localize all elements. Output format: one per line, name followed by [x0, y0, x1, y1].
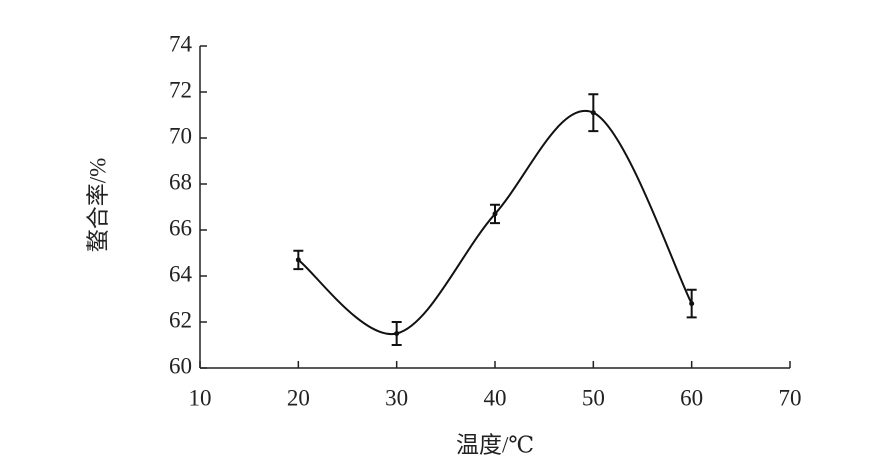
point: [590, 110, 596, 116]
y-tick-label: 62: [169, 307, 192, 332]
x-tick-label: 20: [287, 385, 310, 410]
x-tick-label: 70: [779, 385, 802, 410]
point: [689, 301, 695, 307]
point: [394, 331, 400, 336]
x-tick-label: 50: [582, 385, 605, 410]
y-tick-label: 74: [169, 31, 193, 56]
point: [295, 257, 301, 263]
y-tick-label: 64: [169, 261, 193, 286]
y-tick-label: 60: [169, 353, 192, 378]
y-tick-label: 66: [169, 215, 192, 240]
x-tick-label: 40: [484, 385, 507, 410]
x-tick-label: 10: [189, 385, 212, 410]
y-axis-title: 螯合率/%: [85, 158, 110, 253]
point: [492, 211, 498, 217]
x-tick-label: 60: [680, 385, 703, 410]
y-tick-label: 68: [169, 169, 192, 194]
curve: [297, 109, 693, 335]
y-tick-label: 70: [169, 123, 192, 148]
y-tick-label: 72: [169, 77, 192, 102]
x-axis-title: 温度/℃: [456, 432, 534, 457]
x-tick-label: 30: [385, 385, 408, 410]
